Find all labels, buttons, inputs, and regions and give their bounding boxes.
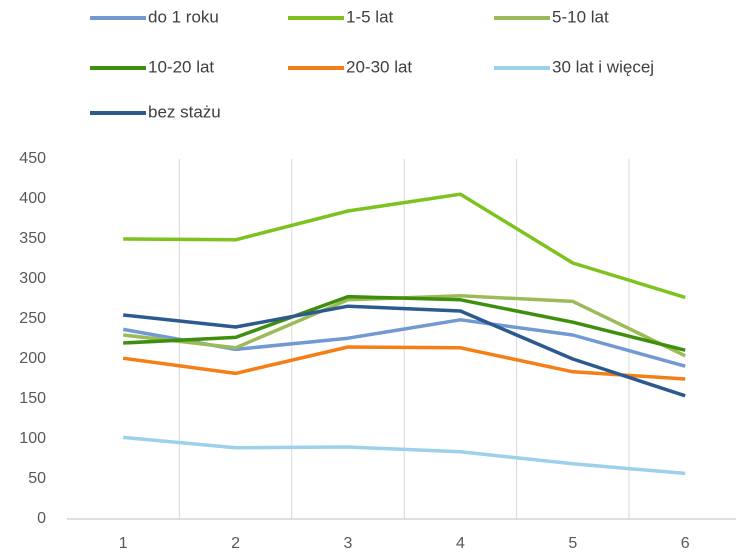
- y-tick-label: 0: [37, 510, 46, 527]
- y-tick-label: 200: [19, 350, 46, 367]
- x-tick-label: 4: [456, 535, 465, 552]
- y-tick-label: 150: [19, 390, 46, 407]
- y-tick-label: 400: [19, 190, 46, 207]
- legend-label: bez stażu: [148, 102, 221, 121]
- series-line: [123, 304, 686, 398]
- y-tick-label: 250: [19, 310, 46, 327]
- legend-label: 30 lat i więcej: [552, 57, 654, 76]
- x-tick-label: 6: [681, 535, 690, 552]
- y-tick-label: 450: [19, 150, 46, 167]
- series-line: [123, 294, 686, 352]
- y-tick-label: 100: [19, 430, 46, 447]
- legend-label: 1-5 lat: [346, 7, 394, 26]
- series-line: [123, 192, 686, 300]
- y-tick-label: 300: [19, 270, 46, 287]
- x-tick-label: 2: [231, 535, 240, 552]
- x-tick-label: 1: [119, 535, 128, 552]
- series-line: [122, 345, 686, 381]
- x-tick-label: 3: [344, 535, 353, 552]
- legend-label: 20-30 lat: [346, 57, 412, 76]
- x-tick-label: 5: [568, 535, 577, 552]
- y-tick-label: 350: [19, 230, 46, 247]
- y-tick-label: 50: [28, 470, 46, 487]
- legend-label: do 1 roku: [148, 7, 219, 26]
- legend-label: 10-20 lat: [148, 57, 214, 76]
- legend-label: 5-10 lat: [552, 7, 609, 26]
- series-line: [123, 435, 686, 476]
